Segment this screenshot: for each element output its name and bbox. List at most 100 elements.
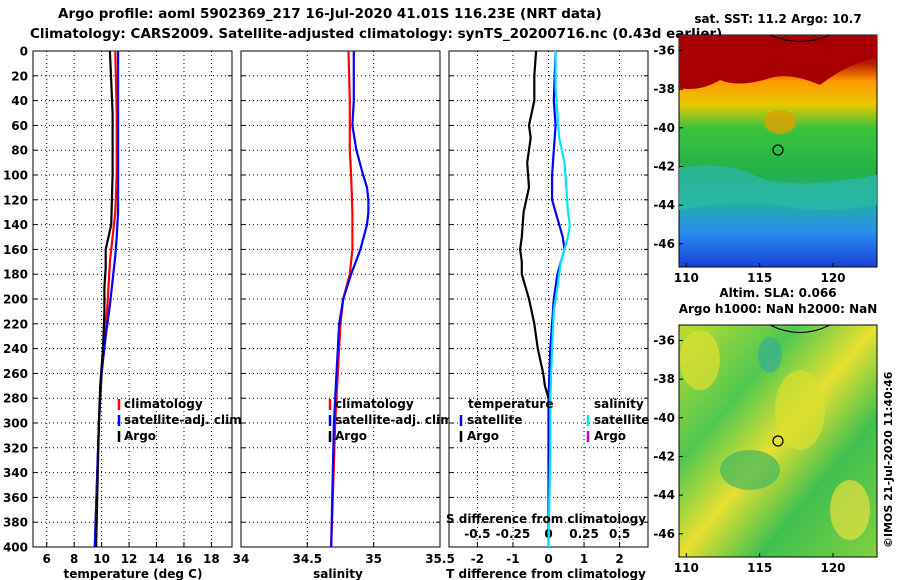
sla-high-1 bbox=[680, 330, 720, 390]
map-xtick-label: 120 bbox=[820, 271, 845, 285]
temperature-ticks: 0 20 40 60 80 100 120 140 160 180 200 220 240 260 280 3… bbox=[3, 45, 232, 566]
xtick-label: 0 bbox=[544, 552, 552, 566]
diff-legend-t-satellite-label: satellite bbox=[467, 413, 522, 427]
xtick-top-label: 0.5 bbox=[609, 527, 630, 541]
sst-contour bbox=[769, 34, 831, 42]
ytick-label: 380 bbox=[3, 516, 28, 530]
map-ytick-label: -44 bbox=[653, 488, 675, 502]
difference-xlabel-top: S difference from climatology bbox=[446, 512, 646, 526]
sst-argo-location-marker bbox=[772, 144, 784, 156]
legend-salinity-heading: salinity bbox=[594, 397, 644, 411]
legend-satellite-label: satellite-adj. clim. bbox=[124, 413, 246, 427]
xtick-label: 14 bbox=[148, 552, 165, 566]
ytick-label: 320 bbox=[3, 441, 28, 455]
xtick-label: 34 bbox=[233, 552, 250, 566]
sal-legend-climatology-label: climatology bbox=[335, 397, 414, 411]
temperature-grid bbox=[33, 51, 232, 547]
sal-legend-argo-label: Argo bbox=[335, 429, 367, 443]
salinity-panel: 34 34.5 35 35.5 salinity climatology satell… bbox=[233, 50, 457, 580]
temperature-axes bbox=[32, 50, 233, 548]
map-ytick-label: -46 bbox=[653, 237, 675, 251]
sal-legend-satellite-label: satellite-adj. clim. bbox=[335, 413, 457, 427]
ytick-label: 240 bbox=[3, 342, 28, 356]
ytick-label: 100 bbox=[3, 169, 28, 183]
map-xtick-label: 115 bbox=[747, 271, 772, 285]
xtick-label: 18 bbox=[203, 552, 220, 566]
ytick-label: 360 bbox=[3, 491, 28, 505]
ytick-label: 60 bbox=[11, 119, 28, 133]
ytick-label: 0 bbox=[20, 45, 28, 59]
series-s-satellite bbox=[547, 51, 571, 548]
xtick-top-label: 0.25 bbox=[569, 527, 599, 541]
sla-high-2 bbox=[775, 370, 825, 450]
xtick-label: 8 bbox=[70, 552, 78, 566]
sst-map-title: sat. SST: 11.2 Argo: 10.7 bbox=[694, 12, 861, 26]
series-climatology bbox=[330, 50, 354, 548]
series-satellite-adj-clim- bbox=[330, 51, 370, 548]
series-t-satellite bbox=[547, 50, 566, 547]
map-ytick-label: -42 bbox=[653, 159, 675, 173]
ytick-label: 140 bbox=[3, 218, 28, 232]
map-ytick-label: -42 bbox=[653, 449, 675, 463]
map-ytick-label: -44 bbox=[653, 198, 675, 212]
temperature-legend: climatology satellite-adj. clim. Argo bbox=[117, 397, 246, 443]
sla-map-ticks: 110 115 120 -36 -38 -40 -42 -44 -46 bbox=[653, 333, 845, 575]
xtick-label: 34.5 bbox=[293, 552, 323, 566]
difference-panel: -2 -1 0 1 2-0.5 -0.25 0 0.25 0.5 T difference fr… bbox=[446, 50, 649, 580]
xtick-label: 10 bbox=[93, 552, 110, 566]
diff-legend-s-satellite-label: satellite bbox=[594, 413, 649, 427]
profile-title: Argo profile: aoml 5902369_217 16-Jul-20… bbox=[58, 6, 602, 22]
ytick-label: 340 bbox=[3, 466, 28, 480]
difference-series bbox=[518, 50, 571, 548]
xtick-label: 1 bbox=[580, 552, 588, 566]
legend-temperature-heading: temperature bbox=[468, 397, 553, 411]
ytick-label: 40 bbox=[11, 94, 28, 108]
difference-legend: temperature satellite Argo salinity sate… bbox=[459, 397, 649, 443]
difference-grid bbox=[449, 51, 648, 547]
ytick-label: 20 bbox=[11, 69, 28, 83]
xtick-top-label: -0.25 bbox=[496, 527, 531, 541]
sla-map: Altim. SLA: 0.066 Argo h1000: NaN h2000:… bbox=[653, 286, 878, 575]
map-ytick-label: -46 bbox=[653, 527, 675, 541]
xtick-label: -1 bbox=[506, 552, 519, 566]
sla-argo-location-marker bbox=[772, 435, 784, 447]
ytick-label: 280 bbox=[3, 392, 28, 406]
sla-high-3 bbox=[830, 480, 870, 540]
temperature-series bbox=[93, 50, 120, 548]
sst-warm-region bbox=[679, 35, 877, 89]
sst-map-ticks: 110 115 120 -36 -38 -40 -42 -44 -46 bbox=[653, 43, 845, 285]
map-ytick-label: -36 bbox=[653, 333, 675, 347]
credit-stamp: ©IMOS 21-Jul-2020 11:40:46 bbox=[882, 371, 895, 548]
xtick-label: 12 bbox=[121, 552, 138, 566]
ytick-label: 400 bbox=[3, 541, 28, 555]
map-xtick-label: 110 bbox=[674, 271, 699, 285]
salinity-xlabel: salinity bbox=[313, 567, 363, 580]
sst-map: sat. SST: 11.2 Argo: 10.7 bbox=[653, 12, 878, 285]
difference-xlabel: T difference from climatology bbox=[446, 567, 646, 580]
map-ytick-label: -36 bbox=[653, 43, 675, 57]
temperature-xlabel: temperature (deg C) bbox=[64, 567, 203, 580]
map-xtick-label: 120 bbox=[820, 561, 845, 575]
ytick-label: 200 bbox=[3, 293, 28, 307]
salinity-ticks: 34 34.5 35 35.5 bbox=[233, 50, 455, 566]
legend-argo-label: Argo bbox=[124, 429, 156, 443]
ytick-label: 180 bbox=[3, 268, 28, 282]
series-t-argo bbox=[518, 50, 550, 399]
map-ytick-label: -40 bbox=[653, 411, 675, 425]
legend-climatology-label: climatology bbox=[124, 397, 203, 411]
xtick-label: 16 bbox=[176, 552, 193, 566]
sst-warm-eddy bbox=[764, 110, 796, 134]
series-argo bbox=[95, 50, 114, 548]
xtick-label: 6 bbox=[43, 552, 51, 566]
ytick-label: 300 bbox=[3, 417, 28, 431]
ytick-label: 160 bbox=[3, 243, 28, 257]
diff-legend-s-argo-label: Argo bbox=[594, 429, 626, 443]
xtick-label: -2 bbox=[471, 552, 484, 566]
salinity-series bbox=[330, 50, 370, 548]
sla-map-title-1: Altim. SLA: 0.066 bbox=[719, 286, 836, 300]
ytick-label: 220 bbox=[3, 317, 28, 331]
xtick-label: 35 bbox=[365, 552, 382, 566]
ytick-label: 260 bbox=[3, 367, 28, 381]
map-ytick-label: -38 bbox=[653, 372, 675, 386]
